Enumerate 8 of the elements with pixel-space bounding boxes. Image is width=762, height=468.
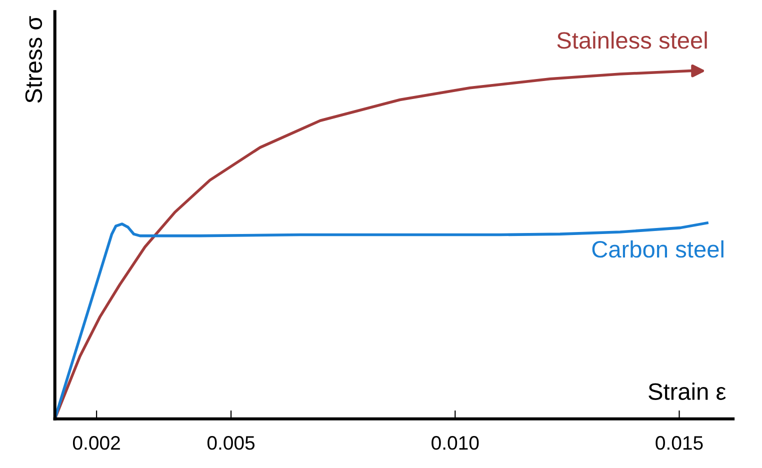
x-axis-title: Strain ε: [648, 382, 726, 400]
x-tick-label: 0.010: [432, 436, 479, 450]
x-tick-label: 0.005: [207, 436, 255, 450]
series-label: Carbon steel: [592, 240, 724, 258]
y-axis-title: Stress σ: [25, 16, 42, 103]
x-tick-label: 0.015: [656, 436, 703, 450]
x-tick-label: 0.002: [72, 436, 120, 450]
series-label: Stainless steel: [557, 31, 707, 49]
